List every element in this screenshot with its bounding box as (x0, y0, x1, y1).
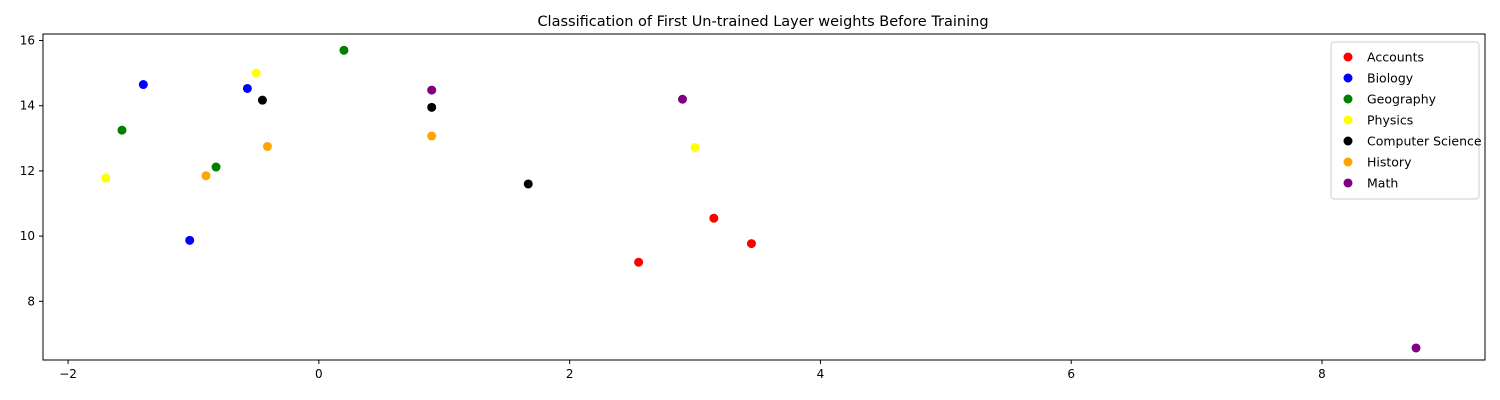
y-axis: 8 10 12 14 16 (20, 34, 43, 308)
point-math (1411, 343, 1421, 353)
x-tick-label: −2 (59, 367, 77, 381)
point-history (201, 171, 211, 181)
y-tick-label: 12 (20, 164, 35, 178)
point-physics (101, 173, 111, 183)
x-tick-label: 2 (566, 367, 574, 381)
point-biology (138, 80, 148, 90)
y-tick-label: 8 (27, 294, 35, 308)
point-history (427, 131, 437, 141)
legend-marker-computer-science (1343, 136, 1353, 146)
point-math (677, 94, 687, 104)
legend-marker-biology (1343, 73, 1353, 83)
legend-label-math: Math (1367, 176, 1398, 191)
point-biology (185, 235, 195, 245)
x-tick-label: 4 (817, 367, 825, 381)
chart-title: Classification of First Un-trained Layer… (537, 14, 988, 30)
legend-marker-accounts (1343, 52, 1353, 62)
point-computer-science (427, 102, 437, 112)
point-accounts (634, 257, 644, 267)
point-geography (339, 45, 349, 55)
legend-label-computer-science: Computer Science (1367, 134, 1482, 149)
point-geography (117, 125, 127, 135)
y-tick-label: 16 (20, 34, 35, 48)
legend-label-history: History (1367, 155, 1412, 170)
plot-area (42, 33, 1486, 361)
point-math (427, 85, 437, 95)
x-axis: −2 0 2 4 6 8 (59, 360, 1326, 381)
point-physics (690, 142, 700, 152)
legend-marker-physics (1343, 115, 1353, 125)
legend: Accounts Biology Geography Physics Computer … (1330, 41, 1482, 200)
data-points (101, 45, 1421, 353)
x-tick-label: 8 (1318, 367, 1326, 381)
legend-marker-math (1343, 178, 1353, 188)
x-tick-label: 0 (315, 367, 323, 381)
point-physics (251, 68, 261, 78)
legend-marker-geography (1343, 94, 1353, 104)
y-tick-label: 10 (20, 229, 35, 243)
legend-box (1330, 41, 1480, 200)
point-geography (211, 162, 221, 172)
point-history (262, 141, 272, 151)
legend-label-physics: Physics (1367, 113, 1413, 128)
x-tick-label: 6 (1067, 367, 1075, 381)
point-computer-science (523, 179, 533, 189)
point-accounts (746, 239, 756, 249)
legend-label-geography: Geography (1367, 92, 1437, 107)
legend-label-biology: Biology (1367, 71, 1414, 86)
point-biology (242, 83, 252, 93)
legend-label-accounts: Accounts (1367, 50, 1424, 65)
point-computer-science (257, 95, 267, 105)
y-tick-label: 14 (20, 99, 35, 113)
legend-marker-history (1343, 157, 1353, 167)
point-accounts (709, 213, 719, 223)
